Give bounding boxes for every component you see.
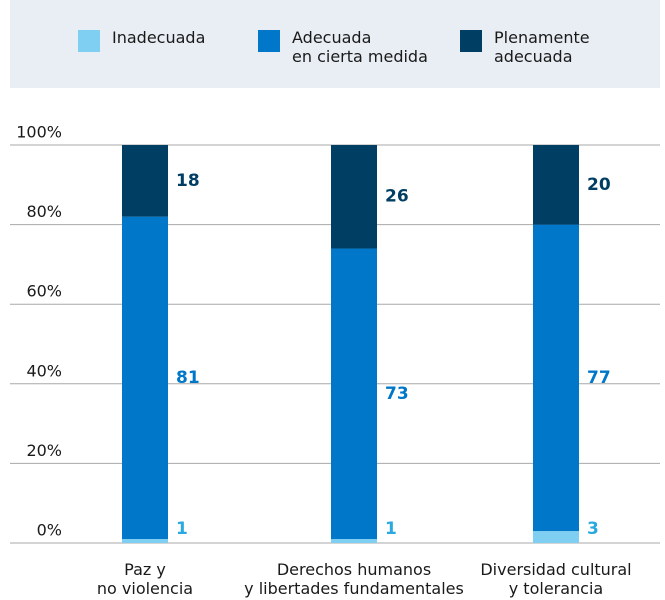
legend-item: Adecuada en cierta medida <box>258 28 428 66</box>
bar-segment <box>331 145 377 249</box>
bar-segment <box>533 531 579 543</box>
legend-swatch <box>460 30 482 52</box>
y-tick-label: 80% <box>26 202 62 221</box>
legend-item: Plenamente adecuada <box>460 28 590 66</box>
y-tick-label: 0% <box>37 521 62 540</box>
value-label: 1 <box>176 519 188 539</box>
y-tick-label: 60% <box>26 282 62 301</box>
bar-segment <box>533 224 579 532</box>
legend-label: Inadecuada <box>112 28 206 47</box>
bar-segment <box>122 216 168 540</box>
value-label: 26 <box>385 187 409 207</box>
bar-segment <box>533 145 579 225</box>
x-tick-label: Paz y no violencia <box>96 560 194 598</box>
value-label: 20 <box>587 175 611 195</box>
legend-swatch <box>78 30 100 52</box>
legend-item: Inadecuada <box>78 28 205 52</box>
value-label: 81 <box>176 368 200 388</box>
legend-label: Adecuada en cierta medida <box>292 28 428 66</box>
value-label: 18 <box>176 171 200 191</box>
x-tick-label: Diversidad cultural y tolerancia <box>480 560 632 598</box>
x-tick-label: Derechos humanos y libertades fundamenta… <box>244 560 464 598</box>
legend: Inadecuada Adecuada en cierta medida Plena… <box>10 0 660 88</box>
value-label: 73 <box>385 384 409 404</box>
y-tick-label: 20% <box>26 441 62 460</box>
legend-label: Plenamente adecuada <box>494 28 590 66</box>
value-label: 3 <box>587 519 599 539</box>
y-tick-label: 40% <box>26 361 62 380</box>
value-label: 77 <box>587 368 611 388</box>
bar-segment <box>122 539 168 543</box>
bar-segment <box>122 145 168 217</box>
y-tick-label: 100% <box>16 123 62 142</box>
value-label: 1 <box>385 519 397 539</box>
legend-swatch <box>258 30 280 52</box>
bar-segment <box>331 248 377 540</box>
bar-segment <box>331 539 377 543</box>
